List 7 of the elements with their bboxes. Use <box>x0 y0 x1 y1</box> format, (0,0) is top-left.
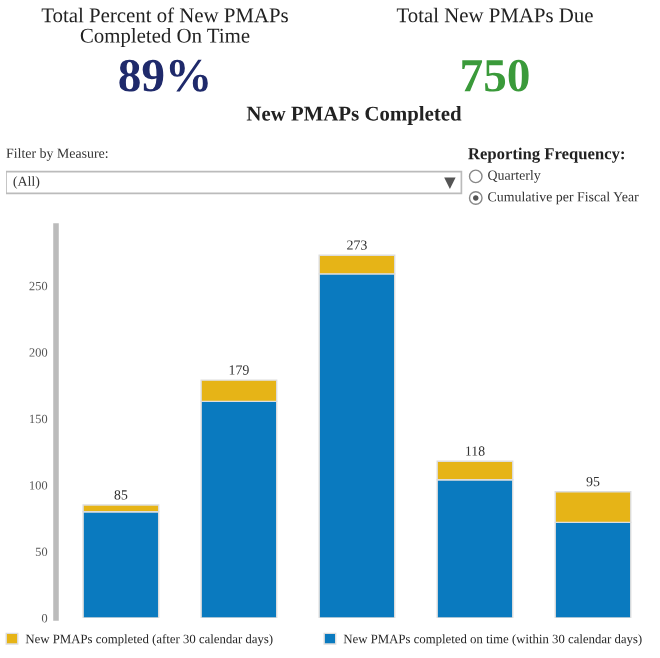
text: Reporting Frequency: <box>468 147 624 163</box>
text: Total New PMAPs Due <box>396 7 593 23</box>
chart-title: New PMAPs Completed <box>246 105 462 125</box>
text: 750 <box>462 59 529 92</box>
bar <box>82 510 160 618</box>
text: 89% <box>119 59 208 92</box>
text: Total Percent of New PMAPs Completed On Time <box>41 7 288 47</box>
